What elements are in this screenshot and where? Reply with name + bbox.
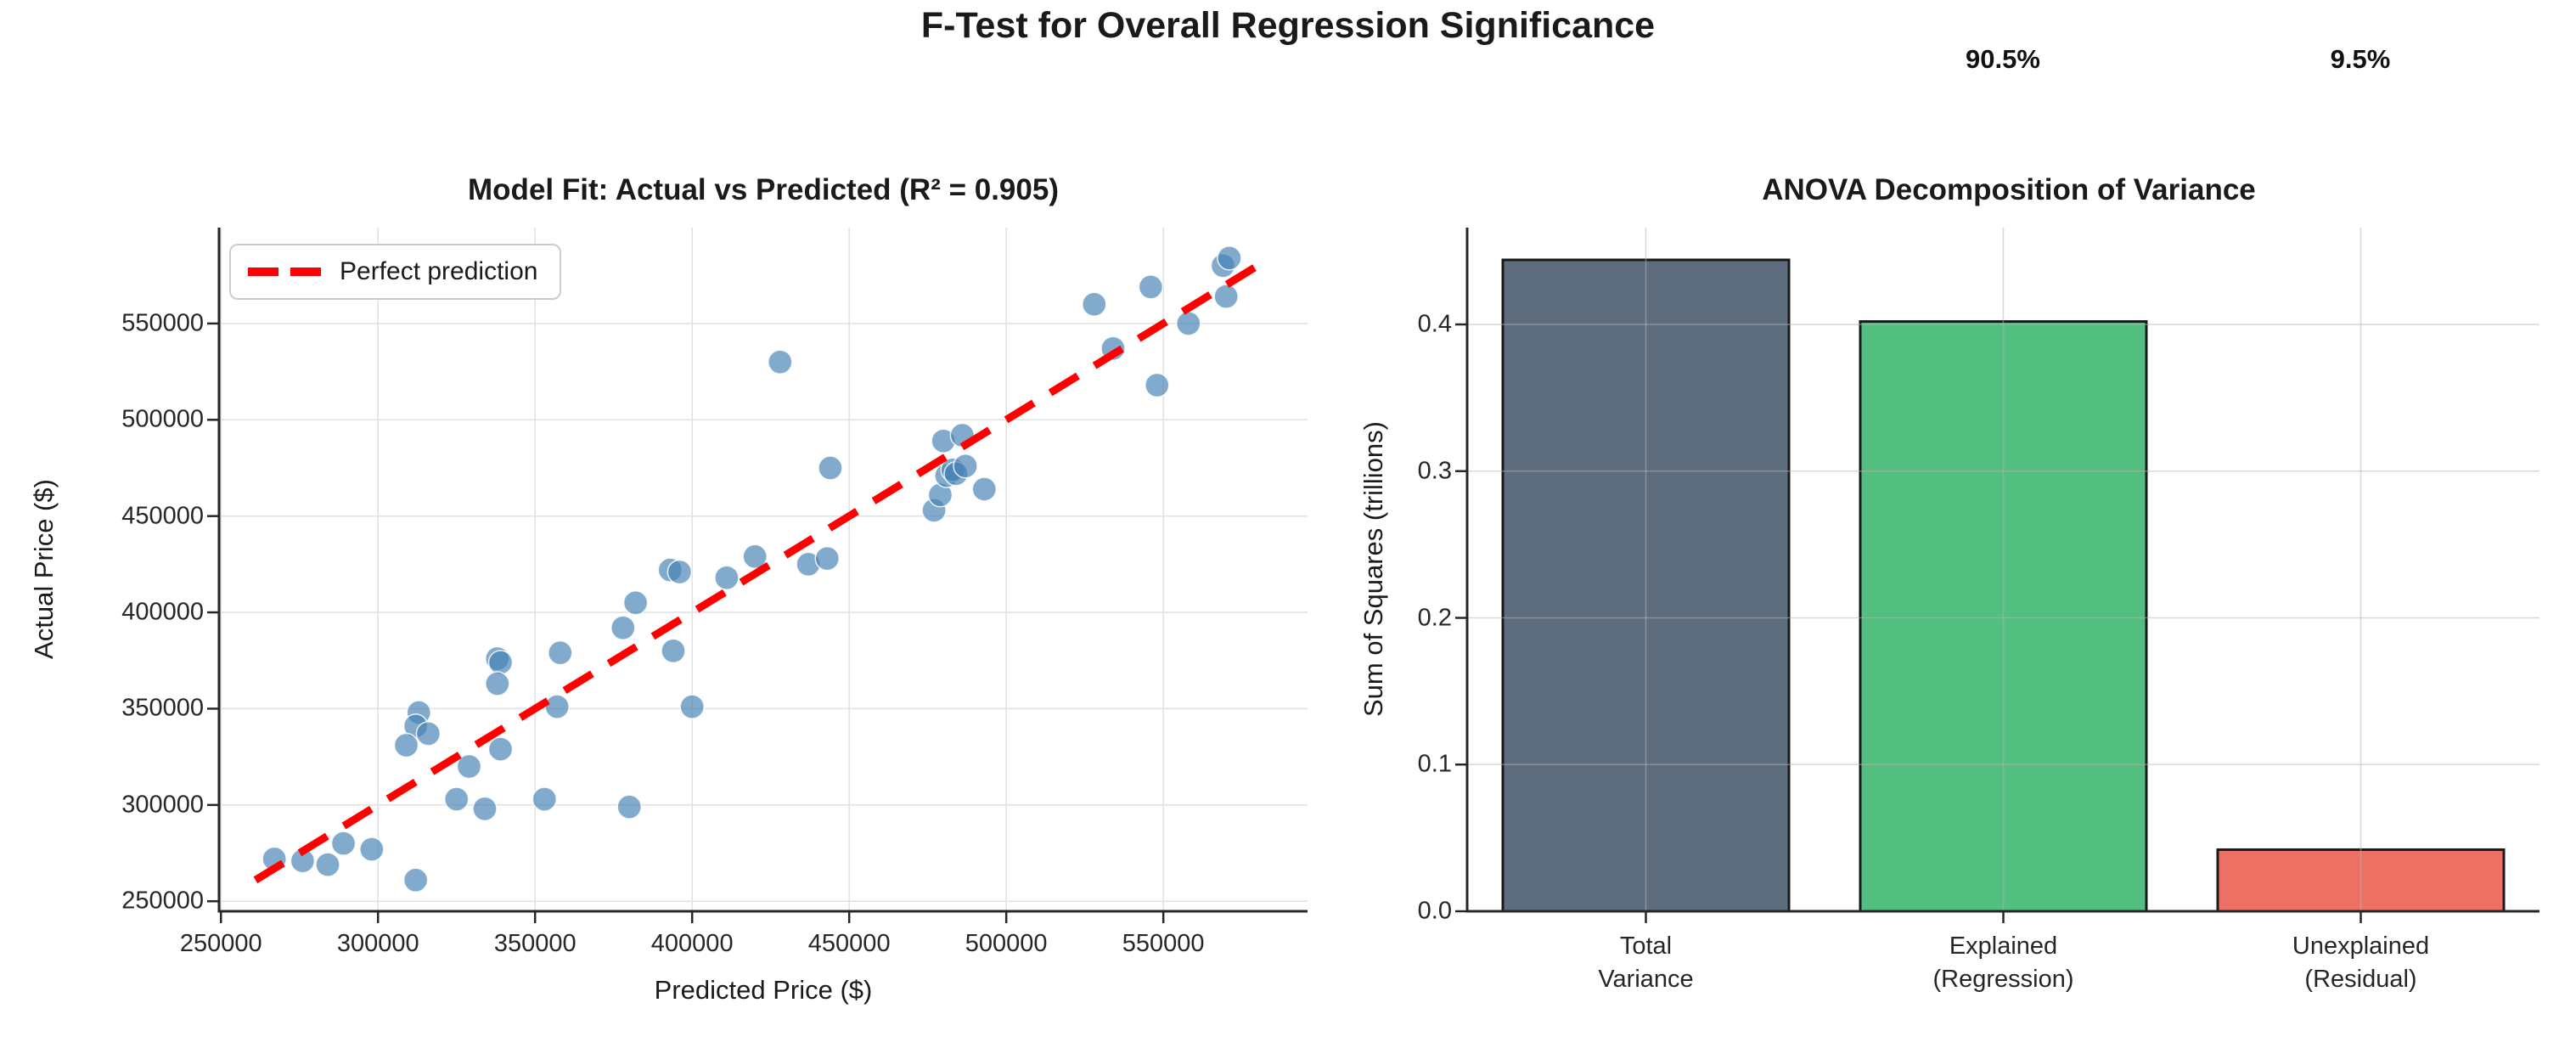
figure-title: F-Test for Overall Regression Significan… [920, 5, 1656, 46]
scatter-point [456, 753, 482, 780]
scatter-point [402, 867, 429, 893]
y-tick-label: 500000 [121, 405, 204, 433]
x-tick-label: 300000 [336, 930, 419, 957]
legend-dash-segment [290, 268, 321, 276]
scatter-point [679, 694, 705, 719]
scatter-point [768, 349, 793, 375]
y-tick-label: 550000 [121, 309, 204, 337]
scatter-point [487, 736, 514, 762]
y-tick-label: 450000 [121, 502, 204, 530]
y-tick-label: 0.3 [1417, 457, 1452, 485]
scatter-point [1176, 311, 1201, 336]
y-tick-label: 250000 [121, 887, 204, 915]
scatter-title: Model Fit: Actual vs Predicted (R² = 0.9… [468, 173, 1059, 206]
x-tick-label: 400000 [650, 930, 734, 957]
scatter-point [443, 786, 470, 812]
bar-canvas [1455, 228, 2539, 923]
scatter-point [971, 476, 998, 502]
bar-chart-title: ANOVA Decomposition of Variance [1762, 173, 2256, 206]
scatter-point [548, 640, 573, 666]
y-tick-label: 400000 [121, 598, 204, 626]
scatter-point [1217, 245, 1242, 271]
scatter-point [330, 831, 357, 856]
bar-y-axis-label: Sum of Squares (trillions) [1358, 420, 1388, 718]
scatter-point [742, 544, 768, 570]
scatter-point [616, 794, 642, 820]
perfect-prediction-line [253, 256, 1269, 884]
percent-label-explained: 90.5% [1966, 44, 2040, 74]
y-tick-label: 0.4 [1417, 310, 1452, 338]
bar-category-label: Unexplained (Residual) [2292, 932, 2430, 994]
y-tick-label: 350000 [121, 694, 204, 722]
scatter-point [544, 694, 570, 719]
scatter-point [1213, 284, 1239, 309]
scatter-canvas [207, 228, 1308, 923]
scatter-point [818, 455, 843, 481]
scatter-point [315, 852, 340, 877]
scatter-point [1145, 372, 1170, 398]
scatter-point [610, 615, 636, 640]
y-tick-label: 300000 [121, 791, 204, 819]
percent-label-unexplained: 9.5% [2330, 44, 2391, 74]
scatter-point [661, 638, 686, 664]
bar-category-label: Explained (Regression) [1932, 932, 2074, 994]
scatter-point [1082, 291, 1107, 318]
scatter-point [472, 796, 498, 822]
scatter-point [666, 559, 693, 585]
scatter-point [814, 545, 841, 572]
scatter-point [532, 786, 558, 812]
scatter-point [487, 650, 514, 675]
scatter-point [415, 721, 442, 747]
scatter-x-axis-label: Predicted Price ($) [654, 975, 873, 1005]
x-tick-label: 450000 [807, 930, 891, 957]
x-tick-label: 550000 [1122, 930, 1205, 957]
legend-label: Perfect prediction [340, 257, 538, 285]
x-tick-label: 500000 [965, 930, 1048, 957]
y-tick-label: 0.0 [1417, 897, 1452, 925]
scatter-point [393, 732, 419, 758]
scatter-point [714, 565, 740, 591]
y-tick-label: 0.2 [1417, 604, 1452, 631]
scatter-plot [207, 228, 1308, 923]
y-tick-label: 0.1 [1417, 750, 1452, 778]
legend: Perfect prediction [229, 244, 562, 300]
scatter-point [485, 671, 510, 696]
x-tick-label: 250000 [179, 930, 262, 957]
legend-dash-icon [248, 268, 321, 276]
scatter-y-axis-label: Actual Price ($) [29, 479, 59, 659]
scatter-point [622, 589, 649, 616]
bar-category-label: Total Variance [1598, 932, 1694, 994]
bar-chart [1455, 228, 2539, 923]
scatter-point [1138, 274, 1164, 300]
scatter-point [953, 453, 978, 479]
scatter-point [359, 837, 385, 862]
legend-dash-segment [248, 268, 278, 276]
x-tick-label: 350000 [493, 930, 577, 957]
